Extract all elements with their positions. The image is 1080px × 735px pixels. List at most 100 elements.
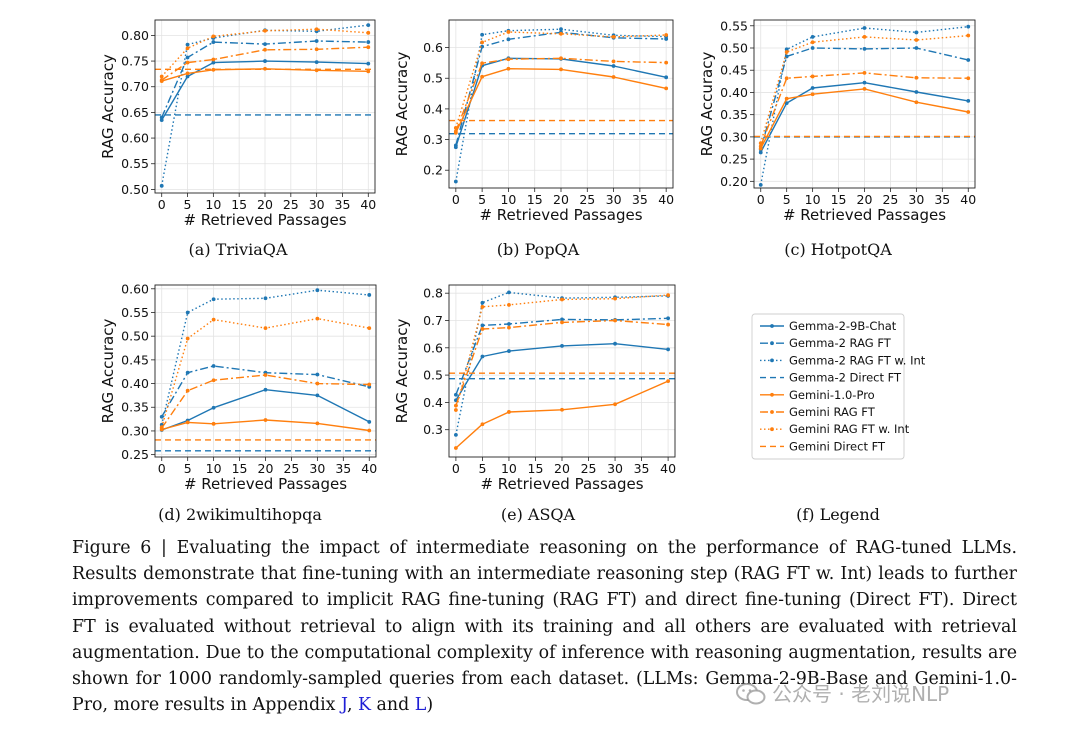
data-point-gemini-rag-ft-int [480, 40, 485, 45]
series-line-gemma-chat [455, 57, 667, 148]
data-point-gemini-pro [664, 86, 669, 91]
data-point-gemma-chat [862, 80, 867, 85]
data-point-gemini-pro [211, 421, 216, 426]
x-tick-label: 0 [158, 197, 166, 212]
data-point-gemini-rag-ft [506, 57, 511, 62]
data-point-gemini-pro [507, 410, 511, 414]
data-point-gemini-rag-ft [211, 57, 216, 62]
caption-separator: , [346, 695, 359, 716]
data-point-gemini-rag-ft [862, 70, 867, 75]
data-point-gemini-rag-ft-int [966, 33, 971, 38]
appendix-k-link[interactable]: K [358, 695, 372, 716]
data-point-gemma-rag-ft-int [966, 24, 971, 29]
series-line-gemini-rag-ft [455, 319, 669, 406]
data-point-gemini-rag-ft [560, 320, 564, 325]
subplot-caption: (a) TriviaQA [189, 240, 288, 259]
data-point-gemini-rag-ft-int [758, 141, 763, 146]
x-tick-label: 10 [805, 192, 821, 207]
x-tick-label: 30 [607, 461, 623, 476]
x-axis-label: # Retrieved Passages [480, 475, 643, 493]
data-point-gemini-rag-ft-int [263, 28, 267, 33]
data-point-gemini-pro [560, 407, 564, 412]
data-point-gemma-rag-ft [453, 392, 458, 397]
y-tick-label: 0.30 [720, 129, 748, 144]
subplot-caption: (e) ASQA [501, 505, 576, 524]
y-tick-label: 0.4 [423, 101, 443, 116]
data-point-gemma-rag-ft [263, 42, 267, 47]
data-point-gemma-chat [263, 387, 268, 392]
data-point-gemini-rag-ft [453, 129, 458, 134]
y-tick-label: 0.7 [423, 313, 443, 328]
x-tick-label: 20 [257, 197, 273, 212]
x-tick-label: 35 [335, 461, 351, 476]
data-point-gemma-rag-ft-int [159, 183, 164, 188]
y-tick-label: 0.25 [720, 152, 748, 167]
appendix-j-link[interactable]: J [341, 695, 347, 716]
data-point-gemini-rag-ft [507, 325, 511, 330]
y-tick-label: 0.8 [423, 286, 443, 301]
data-point-gemma-rag-ft-int [914, 30, 919, 35]
data-point-gemini-rag-ft [758, 144, 763, 149]
x-axis-label: # Retrieved Passages [783, 206, 946, 224]
data-point-gemma-chat [664, 75, 669, 80]
caption-close: ) [426, 695, 434, 716]
y-tick-label: 0.3 [423, 132, 443, 147]
data-point-gemini-rag-ft [211, 378, 216, 383]
legend-marker-gemma-chat [770, 324, 774, 328]
data-point-gemma-chat [613, 341, 617, 346]
y-tick-label: 0.65 [121, 105, 149, 120]
data-point-gemma-rag-ft [810, 46, 815, 50]
y-tick-label: 0.20 [720, 174, 748, 189]
data-point-gemma-chat [666, 347, 671, 352]
data-point-gemini-pro [810, 92, 815, 97]
chart-4: 0 5 10 15 20 25 30 35 40 0.25 0.30 0.35 0.40 0.45 0.50… [99, 281, 377, 524]
data-point-gemma-chat [211, 405, 216, 410]
data-point-gemini-pro [185, 71, 190, 76]
axes-frame [753, 19, 976, 189]
x-tick-label: 40 [360, 197, 376, 212]
y-tick-label: 0.50 [720, 41, 748, 56]
data-point-gemini-pro [559, 67, 563, 72]
y-tick-label: 0.5 [423, 368, 443, 383]
legend-marker-gemini-rag-ft [770, 410, 774, 414]
y-tick-label: 0.55 [121, 156, 149, 171]
data-point-gemini-rag-ft-int [366, 30, 371, 35]
y-tick-label: 0.50 [121, 329, 149, 344]
legend-label-gemini-rag-ft: Gemini RAG FT [789, 405, 876, 419]
data-point-gemini-pro [914, 100, 919, 105]
x-axis-label: # Retrieved Passages [479, 206, 642, 224]
x-tick-label: 35 [634, 461, 650, 476]
data-point-gemini-pro [611, 75, 616, 79]
data-point-gemma-rag-ft-int [366, 23, 371, 28]
x-tick-label: 25 [581, 461, 597, 476]
data-point-gemma-rag-ft [560, 317, 564, 322]
data-point-gemini-pro [315, 421, 320, 426]
data-point-gemma-rag-ft [159, 115, 164, 120]
chart-3: 0 5 10 15 20 25 30 35 40 0.20 0.25 0.30 0.35 0.40 0.45… [698, 18, 976, 259]
data-point-gemma-rag-ft-int [185, 310, 190, 315]
data-point-gemini-pro [666, 379, 671, 384]
data-point-gemini-rag-ft [664, 60, 669, 65]
data-point-gemini-rag-ft-int [664, 33, 669, 37]
data-point-gemma-rag-ft-int [480, 32, 485, 37]
x-tick-label: 20 [554, 461, 570, 476]
y-tick-label: 0.80 [121, 28, 149, 43]
series-line-gemma-chat [161, 389, 370, 431]
data-point-gemini-pro [185, 420, 190, 425]
data-point-gemini-rag-ft-int [159, 74, 164, 79]
wechat-icon [736, 683, 766, 705]
y-tick-label: 0.35 [720, 107, 748, 122]
appendix-l-link[interactable]: L [414, 695, 427, 716]
data-point-gemma-chat [758, 150, 763, 155]
data-point-gemma-chat [314, 60, 319, 64]
data-point-gemini-pro [506, 66, 511, 71]
axes-frame [448, 19, 674, 189]
y-tick-label: 0.5 [423, 71, 443, 86]
x-tick-label: 30 [309, 461, 325, 476]
subplot-caption: (b) PopQA [497, 240, 580, 259]
data-point-gemma-chat [367, 420, 372, 424]
axes-frame [448, 284, 676, 458]
data-point-gemini-pro [784, 96, 789, 101]
data-point-gemini-rag-ft-int [453, 408, 458, 412]
data-point-gemma-rag-ft-int [862, 26, 867, 30]
